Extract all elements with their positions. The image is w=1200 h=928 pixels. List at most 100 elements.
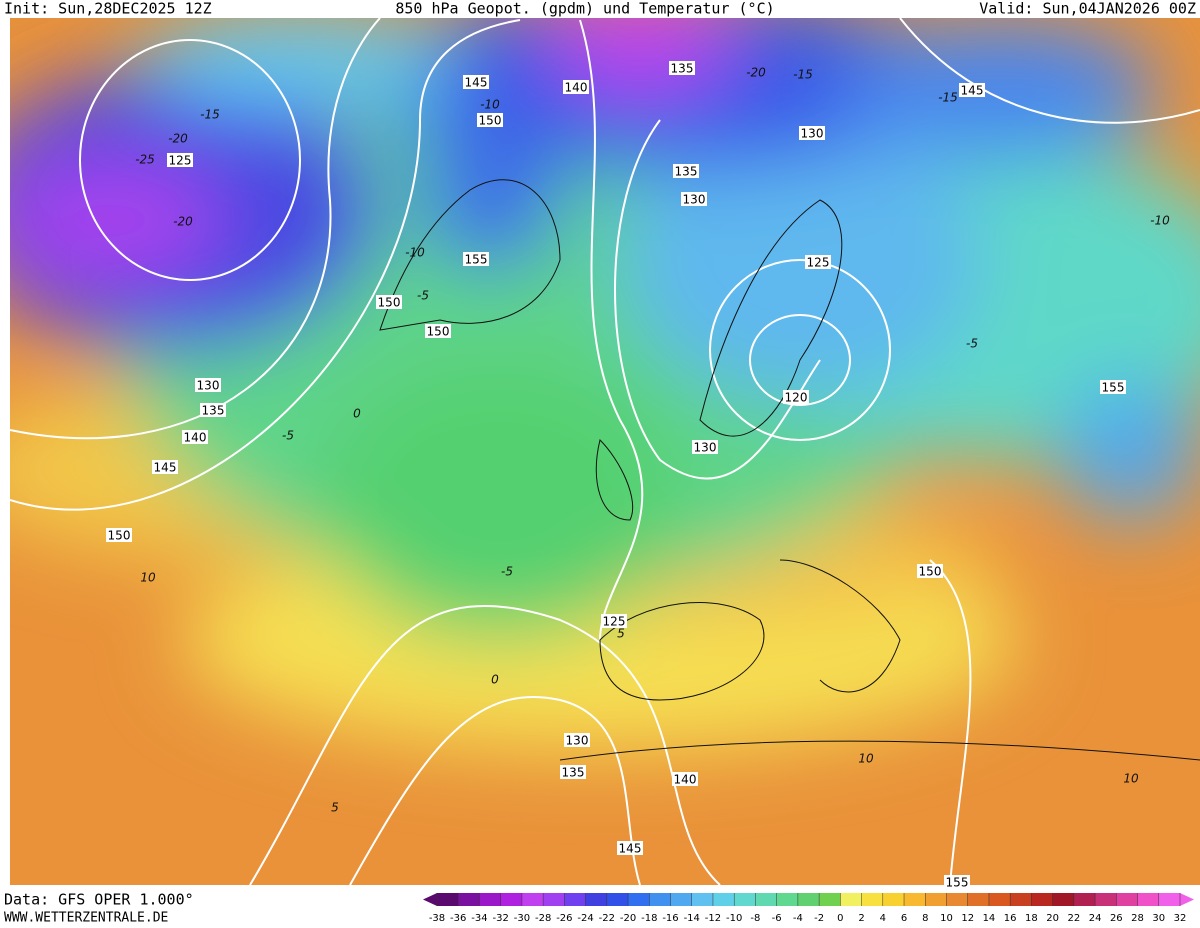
label-box <box>200 403 226 417</box>
temperature-label: 5 <box>331 801 339 815</box>
geopotential-contours <box>10 18 1200 885</box>
colorbar-tick-label: 8 <box>922 913 928 924</box>
geopotential-label: 125 <box>807 256 830 270</box>
colorbar-tick-label: -20 <box>620 913 636 924</box>
temperature-label: -20 <box>168 132 188 146</box>
geopotential-label: 135 <box>675 165 698 179</box>
colorbar-tick-label: 26 <box>1110 913 1123 924</box>
colorbar-segment <box>819 893 841 906</box>
colorbar-segment <box>628 893 650 906</box>
label-box <box>672 772 698 786</box>
temperature-label: -10 <box>1150 214 1170 228</box>
init-time: Init: Sun,28DEC2025 12Z <box>4 0 212 18</box>
colorbar-segment <box>1137 893 1160 906</box>
geopotential-label: 150 <box>479 114 502 128</box>
colorbar-segment <box>458 893 480 906</box>
colorbar-tick-label: -22 <box>599 913 615 924</box>
geopotential-label: 130 <box>801 127 824 141</box>
colorbar-tick-label: -28 <box>535 913 551 924</box>
temperature-label: -15 <box>200 108 220 122</box>
label-box <box>425 324 451 338</box>
colorbar-segment <box>585 893 608 906</box>
colorbar-segment <box>967 893 990 906</box>
label-box <box>805 255 831 269</box>
label-box <box>167 153 193 167</box>
geopotential-label: 125 <box>169 154 192 168</box>
colorbar-tick-label: -12 <box>705 913 721 924</box>
label-box <box>601 614 627 628</box>
colorbar-segment <box>670 893 693 906</box>
colorbar-tick-label: -4 <box>793 913 803 924</box>
colorbar-segment <box>797 893 820 906</box>
label-box <box>376 295 402 309</box>
label-box <box>692 440 718 454</box>
valid-time: Valid: Sun,04JAN2026 00Z <box>979 0 1196 18</box>
colorbar-tick-label: 32 <box>1174 913 1187 924</box>
geopotential-label: 130 <box>197 379 220 393</box>
colorbar-tick-label: -14 <box>684 913 700 924</box>
colorbar-tick-label: -10 <box>726 913 742 924</box>
label-box <box>477 113 503 127</box>
colorbar-tick-label: 18 <box>1025 913 1038 924</box>
footer-bar <box>0 885 1200 928</box>
geopotential-label: 130 <box>694 441 717 455</box>
colorbar-segment <box>1052 893 1075 906</box>
temperature-label: -10 <box>405 246 425 260</box>
colorbar-segment <box>521 893 544 906</box>
label-box <box>463 252 489 266</box>
colorbar-segment <box>649 893 672 906</box>
temperature-label: -5 <box>417 289 429 303</box>
colorbar-segment <box>479 893 502 906</box>
label-box <box>1100 380 1126 394</box>
colorbar-tick-label: -16 <box>662 913 678 924</box>
geopotential-label: 150 <box>378 296 401 310</box>
geopotential-label: 125 <box>603 615 626 629</box>
geopotential-label: 140 <box>184 431 207 445</box>
colorbar-segment <box>988 893 1011 906</box>
label-box <box>799 126 825 140</box>
label-box <box>106 528 132 542</box>
geopotential-label: 135 <box>562 766 585 780</box>
geopotential-label: 145 <box>619 842 642 856</box>
colorbar-tick-label: -38 <box>429 913 445 924</box>
colorbar-tick-label: -26 <box>556 913 572 924</box>
label-box <box>669 61 695 75</box>
geopotential-label: 140 <box>674 773 697 787</box>
temperature-label: 10 <box>858 752 874 766</box>
colorbar-segment <box>1073 893 1096 906</box>
colorbar-segment <box>1095 893 1117 906</box>
colorbar-tick-label: 4 <box>880 913 886 924</box>
colorbar-segment <box>734 893 756 906</box>
colorbar-segment <box>904 893 926 906</box>
temperature-label: 10 <box>1123 772 1139 786</box>
colorbar-tick-label: -6 <box>772 913 782 924</box>
label-box <box>563 80 589 94</box>
colorbar-tick-label: -2 <box>814 913 824 924</box>
temperature-label: -5 <box>282 429 294 443</box>
header-bar <box>0 0 1200 18</box>
colorbar-tick-label: -34 <box>471 913 487 924</box>
label-box <box>617 841 643 855</box>
colorbar-tick-label: -8 <box>750 913 760 924</box>
colorbar-segment <box>882 893 905 906</box>
colorbar-segment <box>712 893 735 906</box>
geopotential-label: 155 <box>946 876 969 890</box>
geopotential-label: 145 <box>154 461 177 475</box>
label-box <box>944 875 970 889</box>
temperature-label: -5 <box>966 337 978 351</box>
colorbar-segment <box>691 893 714 906</box>
label-box <box>681 192 707 206</box>
geopotential-label: 155 <box>465 253 488 267</box>
label-box <box>182 430 208 444</box>
colorbar-tick-label: 16 <box>1004 913 1017 924</box>
colorbar-segment <box>543 893 565 906</box>
colorbar-segment <box>500 893 523 906</box>
colorbar-segment <box>437 893 459 906</box>
geopotential-label: 150 <box>919 565 942 579</box>
label-box <box>673 164 699 178</box>
colorbar-tick-label: -24 <box>577 913 593 924</box>
label-box <box>560 765 586 779</box>
colorbar-segment <box>1010 893 1032 906</box>
colorbar-tick-label: 20 <box>1046 913 1059 924</box>
